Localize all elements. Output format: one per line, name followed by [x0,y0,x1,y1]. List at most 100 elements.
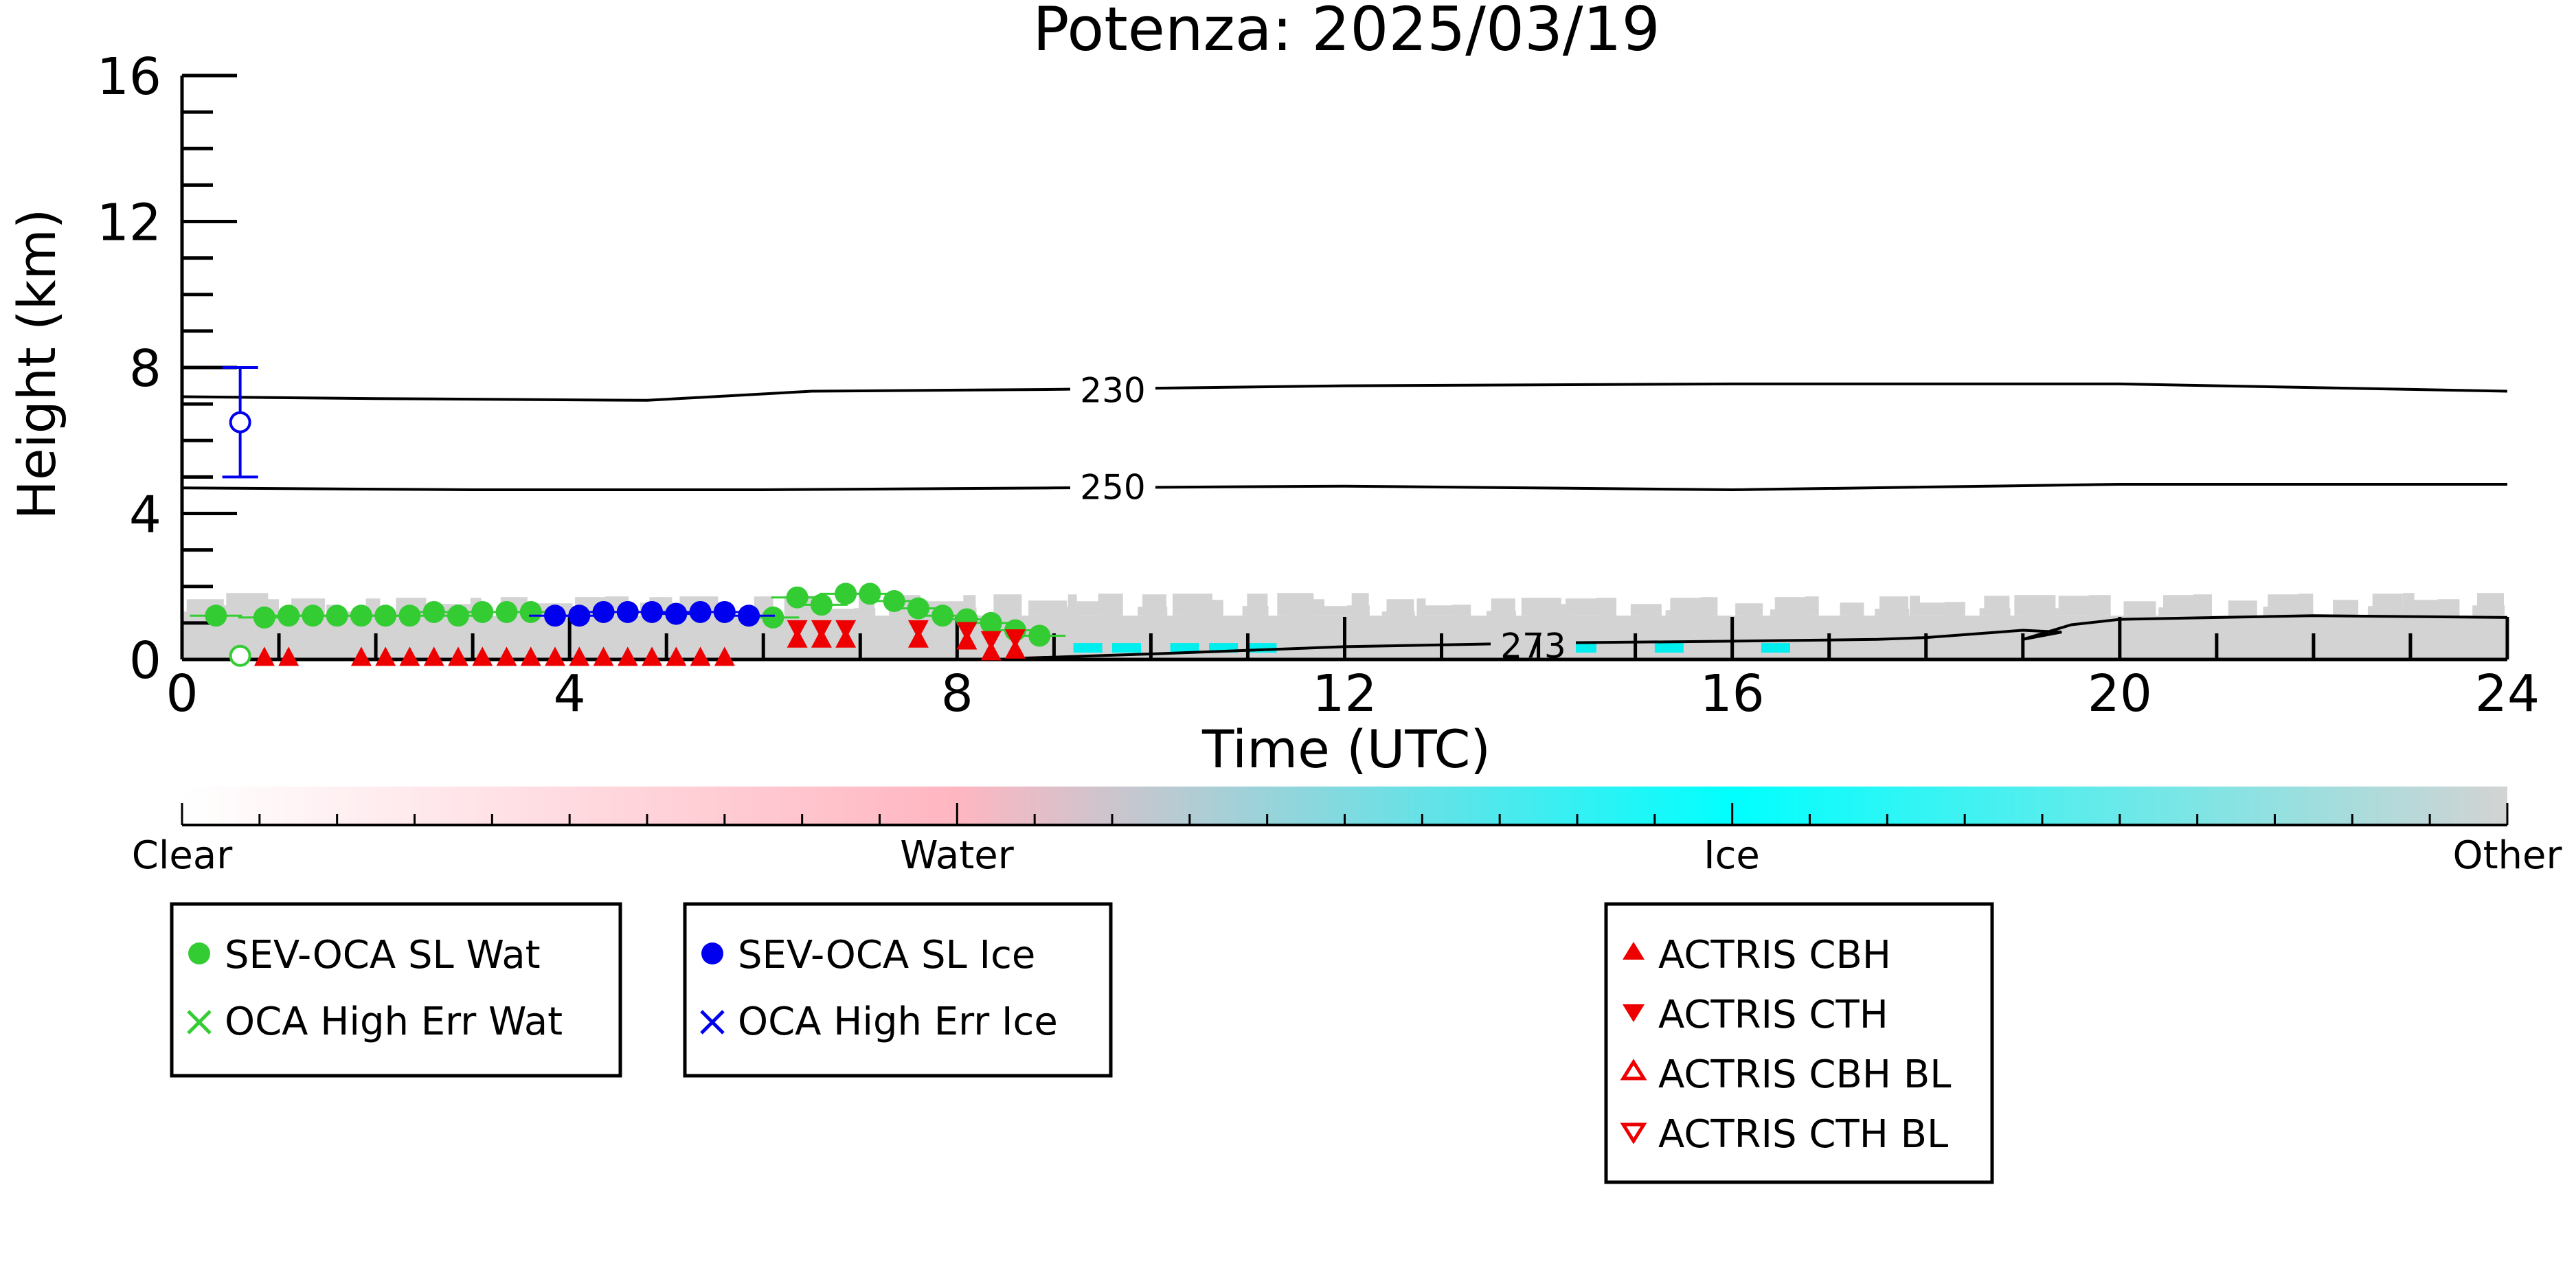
data-point [1028,624,1051,647]
legend-label-oca-high-err-ice: OCA High Err Ice [738,999,1058,1044]
cloud-mask-texture [2058,596,2099,616]
x-tick-label: 20 [2088,664,2152,723]
cloud-mask-texture [1809,603,1818,616]
x-tick-label: 8 [941,664,973,723]
cloud-mask-ice-patch [1170,643,1199,653]
data-point-cth [1004,629,1026,649]
colorbar-label-water: Water [900,833,1015,878]
cloud-mask-texture [1566,598,1605,616]
data-point [810,594,833,616]
legend-marker-oca-high-err-wat [187,1010,212,1035]
legend-label-oca-high-err-wat: OCA High Err Wat [225,999,563,1044]
chart-title: Potenza: 2025/03/19 [1032,0,1660,65]
y-tick-label: 8 [129,339,161,398]
legend-marker-sev-oca-ice [701,942,723,964]
data-point-cbh [375,646,396,666]
data-point [980,611,1002,634]
legend-label-actris-cbh: ACTRIS CBH [1658,933,1891,978]
cloud-mask-texture [2481,600,2503,616]
cloud-mask-texture [2163,595,2201,616]
cloud-mask-texture [1984,596,2010,616]
data-point [713,600,736,623]
data-point-cbh [642,646,663,666]
cloud-mask-texture [824,609,864,616]
cloud-mask-texture [1456,611,1470,616]
y-tick-label: 16 [97,47,161,106]
temperature-contour-line [181,483,2507,492]
contour-label: 250 [1080,467,1145,507]
data-point-cbh [520,646,541,666]
colorbar-label-ice: Ice [1704,833,1760,878]
data-point-cbh [496,646,517,666]
data-point [786,586,809,609]
cloud-mask-ice-patch [1761,643,1790,653]
data-point-cbh [593,646,614,666]
cloud-mask-texture [1914,602,1954,616]
contour-label-bg [1491,626,1576,659]
data-point [641,600,664,623]
legend-marker-sev-oca-wat [188,942,210,964]
data-point [398,605,421,627]
data-point-open [229,644,251,667]
cloud-mask-texture [2023,609,2054,616]
x-tick-label: 24 [2475,664,2540,723]
temperature-contour-line [1005,614,2508,660]
cloud-mask-ice-patch [1073,643,1103,653]
legend-label-sev-oca-wat: SEV-OCA SL Wat [225,933,541,978]
y-axis-label: Height (km) [6,209,67,520]
legend-ice-frame [683,902,1113,1078]
data-point-cbh [545,646,566,666]
cloud-mask-texture [2197,601,2211,616]
cloud-mask-texture [1282,600,1313,616]
data-point [883,590,905,612]
colorbar-label-clear: Clear [132,833,233,878]
legend-marker-actris-cbh [1623,942,1645,960]
data-point-cbh [714,646,735,666]
y-tick-label: 12 [97,194,161,253]
legend-actris: ACTRIS CBH ACTRIS CTH ACTRIS CBH BL ACTR… [1604,902,1994,1184]
temperature-contour-line [181,382,2508,402]
legend-marker-actris-cth-bl [1620,1122,1647,1144]
data-point [931,605,954,627]
legend-actris-frame [1604,902,1994,1184]
data-point [665,602,688,625]
cloud-mask-texture [1032,607,1066,616]
cloud-mask-texture [1247,594,1268,616]
cloud-mask-texture [1177,600,1212,616]
cloud-mask-texture [998,601,1021,616]
cloud-mask-texture [1142,594,1167,616]
data-point [738,605,760,627]
data-point-cbh [350,646,372,666]
colorbar-ticks [181,803,2509,825]
legend-marker-oca-high-err-ice [700,1010,725,1035]
data-point-cbh [399,646,420,666]
y-tick-label: 4 [129,486,161,545]
legend-water-frame [170,902,622,1078]
cloud-mask-texture [2128,608,2156,616]
cloud-mask-texture [1072,601,1111,616]
colorbar: Clear Water Ice Other [132,787,2562,878]
data-point-cth [787,620,808,640]
cloud-mask-texture [1879,596,1909,616]
cloud-mask-texture [1739,610,1762,616]
cloud-mask-texture [2372,594,2403,616]
data-point-cth [956,622,978,642]
data-point-cbh [253,646,275,666]
x-tick-label: 4 [554,664,586,723]
data-point [205,605,227,627]
data-point-cth [980,631,1002,651]
legend-marker-actris-cth [1623,1004,1645,1022]
data-point-cbh [423,646,444,666]
cloud-mask-ice-patch [1654,643,1684,653]
data-point-cth [907,620,929,640]
data-point-cth [811,620,832,640]
data-point-cth [835,620,857,640]
data-point-cbh [617,646,638,666]
data-point [519,600,542,623]
cloud-mask-texture [1774,597,1807,616]
cloud-mask-ice-patch [1112,643,1141,653]
x-tick-label: 12 [1312,664,1377,723]
cloud-mask-texture [182,611,190,616]
legend-label-sev-oca-ice: SEV-OCA SL Ice [738,933,1035,978]
